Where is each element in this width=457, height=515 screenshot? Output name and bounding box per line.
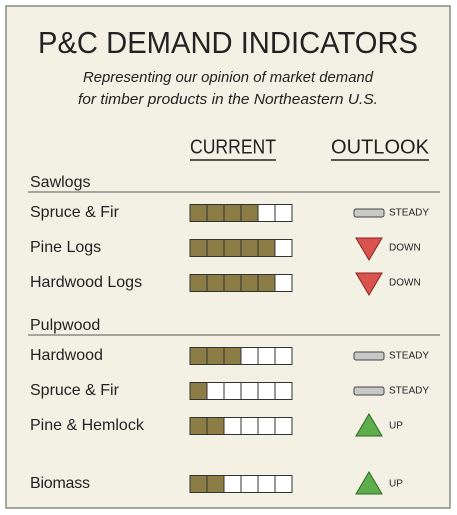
gauge-cell (223, 204, 242, 222)
gauge-cell (206, 382, 225, 400)
gauge-cell (240, 274, 259, 292)
gauge-cell (189, 475, 208, 493)
gauge-cell (274, 382, 293, 400)
gauge-cell (274, 274, 293, 292)
gauge-cell (223, 274, 242, 292)
section-title: Pulpwood (30, 317, 100, 334)
gauge-level (189, 382, 208, 400)
gauge-cell (206, 347, 225, 365)
gauge-cell (206, 274, 225, 292)
gauge-cell (274, 204, 293, 222)
gauge-level (189, 274, 276, 292)
gauge-cell (240, 239, 259, 257)
subtitle: Representing our opinion of market deman… (83, 69, 374, 86)
up-icon (355, 471, 383, 495)
row-label: Biomass (30, 475, 90, 492)
gauge-cell (257, 347, 276, 365)
gauge-cell (189, 239, 208, 257)
down-icon (355, 237, 383, 261)
steady-icon (353, 351, 385, 361)
outlook-label: STEADY (389, 351, 429, 362)
gauge-cell (223, 382, 242, 400)
outlook-label: UP (389, 479, 403, 490)
gauge-level (189, 204, 259, 222)
gauge-cell (206, 475, 225, 493)
title: P&C DEMAND INDICATORS (38, 25, 418, 60)
gauge-cell (240, 382, 259, 400)
gauge-cell (274, 239, 293, 257)
gauge-cell (240, 475, 259, 493)
outlook-label: DOWN (389, 278, 421, 289)
gauge-level (189, 347, 242, 365)
outlook-label: STEADY (389, 386, 429, 397)
outlook-label: STEADY (389, 208, 429, 219)
gauge-cell (206, 204, 225, 222)
gauge-level (189, 417, 225, 435)
gauge-cell (223, 475, 242, 493)
gauge-cell (257, 417, 276, 435)
gauge-cell (257, 382, 276, 400)
gauge-cell (206, 239, 225, 257)
gauge-cell (206, 417, 225, 435)
column-header: CURRENT (190, 136, 276, 158)
gauge-cell (240, 204, 259, 222)
gauge-cell (189, 204, 208, 222)
gauge-cell (189, 347, 208, 365)
section-title: Sawlogs (30, 174, 90, 191)
gauge-cell (274, 417, 293, 435)
row-label: Hardwood (30, 347, 103, 364)
outlook-label: UP (389, 421, 403, 432)
subtitle: for timber products in the Northeastern … (78, 91, 378, 108)
row-label: Pine Logs (30, 239, 101, 256)
steady-icon (353, 386, 385, 396)
up-icon (355, 413, 383, 437)
gauge-cell (240, 347, 259, 365)
gauge-level (189, 239, 276, 257)
down-icon (355, 272, 383, 296)
gauge-cell (223, 347, 242, 365)
gauge-level (189, 475, 225, 493)
steady-icon (353, 208, 385, 218)
gauge-cell (257, 204, 276, 222)
gauge-cell (189, 274, 208, 292)
gauge-cell (257, 475, 276, 493)
gauge-cell (274, 475, 293, 493)
gauge-cell (223, 239, 242, 257)
gauge-cell (223, 417, 242, 435)
gauge-cell (189, 417, 208, 435)
gauge-cell (257, 274, 276, 292)
gauge-cell (189, 382, 208, 400)
row-label: Hardwood Logs (30, 274, 142, 291)
gauge-cell (240, 417, 259, 435)
gauge-cell (274, 347, 293, 365)
gauge-cell (257, 239, 276, 257)
column-header: OUTLOOK (331, 136, 430, 158)
outlook-label: DOWN (389, 243, 421, 254)
row-label: Pine & Hemlock (30, 417, 145, 434)
row-label: Spruce & Fir (30, 382, 120, 399)
row-label: Spruce & Fir (30, 204, 120, 221)
